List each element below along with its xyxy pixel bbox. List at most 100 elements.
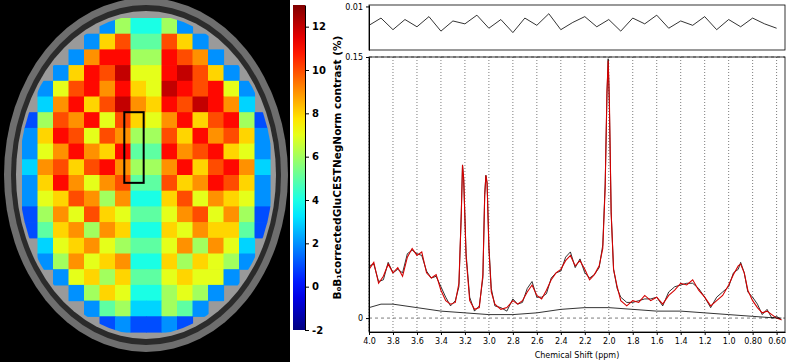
cell: [22, 159, 38, 175]
tick-label: 6: [312, 151, 319, 162]
cell: [162, 128, 178, 144]
tick-mark: [465, 332, 466, 335]
cell: [208, 128, 224, 144]
axis-line: [370, 332, 786, 333]
cell: [162, 285, 178, 301]
colorbar-axis: 121086420-2: [305, 6, 326, 336]
tick-label: 2: [312, 238, 319, 249]
cell: [115, 238, 131, 254]
cell: [193, 128, 209, 144]
tick-label: 2.8: [507, 337, 520, 346]
cell: [131, 49, 147, 65]
tick: 4.0: [363, 332, 376, 346]
cell: [115, 65, 131, 81]
cell: [100, 144, 116, 160]
tick: 0.01: [345, 3, 369, 12]
tick-mark: [393, 332, 394, 335]
y-axis: 00.15: [345, 53, 369, 332]
cell: [224, 175, 240, 191]
cell: [53, 238, 69, 254]
cell: [177, 316, 193, 332]
cell: [100, 222, 116, 238]
plot-frame: [369, 5, 785, 50]
tick: 2.0: [603, 332, 616, 346]
series-line: [369, 59, 781, 320]
cell: [69, 285, 85, 301]
cell: [131, 238, 147, 254]
tick: -2: [305, 325, 323, 336]
plot-frame: [369, 57, 785, 332]
cell: [38, 128, 54, 144]
cell: [53, 254, 69, 270]
cell: [177, 175, 193, 191]
tick-label: 2.4: [555, 337, 568, 346]
cell: [53, 206, 69, 222]
cell: [177, 49, 193, 65]
cell: [146, 128, 162, 144]
cell: [162, 254, 178, 270]
cell: [162, 97, 178, 113]
cell: [131, 34, 147, 50]
cell: [177, 238, 193, 254]
cell: [193, 81, 209, 97]
cell: [224, 222, 240, 238]
cell: [177, 81, 193, 97]
tick-mark: [609, 332, 610, 335]
cell: [224, 159, 240, 175]
cell: [100, 285, 116, 301]
cell: [100, 301, 116, 317]
cell: [146, 254, 162, 270]
cell: [224, 65, 240, 81]
tick: 6: [305, 151, 319, 162]
cell: [69, 81, 85, 97]
cell: [239, 206, 255, 222]
roi-box: [124, 112, 143, 183]
cell: [255, 128, 271, 144]
tick: 2.6: [531, 332, 544, 346]
cell: [84, 175, 100, 191]
colorbar: [293, 5, 305, 330]
tick: 2: [305, 238, 319, 249]
tick: 3.0: [483, 332, 496, 346]
cell: [146, 34, 162, 50]
cell: [208, 49, 224, 65]
cell: [84, 238, 100, 254]
cell: [162, 301, 178, 317]
cell: [224, 254, 240, 270]
cell: [69, 144, 85, 160]
cell: [193, 112, 209, 128]
tick-label: 3.0: [483, 337, 496, 346]
cell: [38, 222, 54, 238]
cell: [131, 81, 147, 97]
cell: [208, 97, 224, 113]
tick-label: 3.2: [459, 337, 472, 346]
cell: [84, 254, 100, 270]
cell: [255, 144, 271, 160]
cell: [255, 175, 271, 191]
cell: [255, 159, 271, 175]
tick: 10: [305, 65, 326, 76]
cell: [22, 112, 38, 128]
x-axis: 4.03.83.63.43.23.02.82.62.42.22.01.81.61…: [363, 332, 786, 346]
cell: [146, 81, 162, 97]
tick: 1.6: [651, 332, 664, 346]
cell: [224, 97, 240, 113]
grid-line-x: [512, 57, 513, 332]
cell: [239, 112, 255, 128]
cell: [100, 159, 116, 175]
cell: [115, 301, 131, 317]
cell: [208, 269, 224, 285]
tick-label: 10: [312, 65, 326, 76]
cell: [162, 81, 178, 97]
tick-label: 3.6: [411, 337, 424, 346]
cell: [38, 175, 54, 191]
cell: [100, 316, 116, 332]
cell: [162, 144, 178, 160]
cell: [146, 112, 162, 128]
cell: [224, 81, 240, 97]
cell: [100, 269, 116, 285]
tick-mark: [537, 332, 538, 335]
tick-label: 1.4: [675, 337, 688, 346]
cell: [69, 97, 85, 113]
cell: [131, 191, 147, 207]
